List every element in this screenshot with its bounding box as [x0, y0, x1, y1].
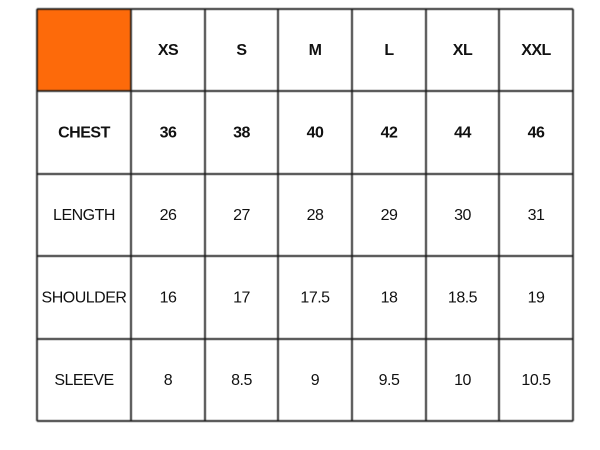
svg-text:M: M: [309, 42, 322, 59]
svg-text:17.5: 17.5: [300, 290, 330, 307]
svg-text:18: 18: [381, 290, 398, 307]
svg-text:17: 17: [233, 290, 250, 307]
svg-text:46: 46: [528, 125, 545, 142]
svg-text:38: 38: [233, 125, 250, 142]
svg-text:18.5: 18.5: [448, 290, 478, 307]
svg-text:36: 36: [160, 125, 177, 142]
svg-text:31: 31: [528, 207, 545, 224]
svg-text:27: 27: [233, 207, 250, 224]
svg-text:19: 19: [528, 290, 545, 307]
svg-text:44: 44: [454, 125, 471, 142]
svg-text:SHOULDER: SHOULDER: [42, 290, 127, 307]
svg-text:L: L: [384, 42, 394, 59]
svg-text:XL: XL: [453, 42, 473, 59]
svg-text:26: 26: [160, 207, 177, 224]
svg-text:S: S: [236, 42, 247, 59]
svg-text:LENGTH: LENGTH: [53, 207, 115, 224]
svg-text:30: 30: [454, 207, 471, 224]
svg-text:29: 29: [381, 207, 398, 224]
svg-text:SLEEVE: SLEEVE: [54, 372, 113, 389]
svg-text:XXL: XXL: [521, 42, 551, 59]
svg-text:8.5: 8.5: [231, 372, 252, 389]
svg-text:9.5: 9.5: [379, 372, 400, 389]
svg-text:XS: XS: [158, 42, 179, 59]
svg-text:28: 28: [307, 207, 324, 224]
svg-text:40: 40: [307, 125, 324, 142]
svg-text:8: 8: [164, 372, 173, 389]
svg-text:10.5: 10.5: [521, 372, 551, 389]
svg-text:CHEST: CHEST: [58, 125, 110, 142]
svg-text:16: 16: [160, 290, 177, 307]
svg-text:10: 10: [454, 372, 471, 389]
svg-text:9: 9: [311, 372, 320, 389]
svg-text:42: 42: [381, 125, 398, 142]
